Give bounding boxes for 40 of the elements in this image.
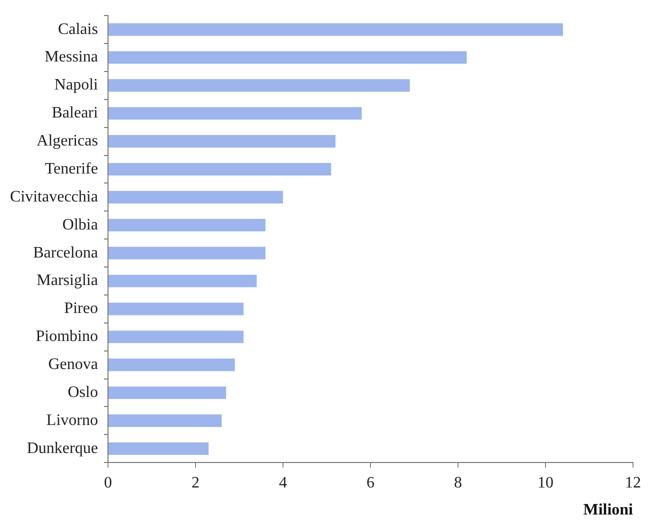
- bar: [108, 386, 226, 400]
- bar: [108, 79, 410, 92]
- y-tick-label: Genova: [48, 356, 98, 374]
- y-tick-label: Messina: [44, 48, 98, 66]
- bar: [108, 414, 222, 427]
- bar: [108, 330, 244, 344]
- bar: [108, 162, 332, 176]
- y-tick-label: Civitavecchia: [10, 188, 98, 206]
- x-tick-label: 10: [537, 474, 554, 492]
- bar: [108, 51, 467, 64]
- bar: [108, 302, 244, 316]
- y-tick-label: Barcelona: [33, 244, 98, 262]
- y-tick-label: Livorno: [46, 412, 98, 429]
- y-tick-label: Piombino: [36, 328, 98, 346]
- y-tick-label: Dunkerque: [26, 440, 98, 457]
- bar: [108, 135, 336, 148]
- x-tick-label: 2: [191, 474, 200, 492]
- x-tick-label: 4: [278, 474, 287, 492]
- y-tick-label: Olbia: [62, 216, 98, 234]
- y-tick-label: Calais: [58, 20, 98, 38]
- bar: [108, 358, 235, 372]
- bar: [108, 190, 283, 204]
- bar: [108, 274, 257, 288]
- x-tick-label: 8: [454, 474, 462, 492]
- y-tick-label: Oslo: [68, 384, 98, 401]
- bar: [108, 246, 266, 260]
- bar: [108, 23, 563, 36]
- x-tick-label: 6: [366, 474, 374, 492]
- y-tick-label: Baleari: [52, 104, 99, 122]
- y-tick-label: Pireo: [64, 300, 98, 318]
- y-tick-label: Algericas: [36, 132, 98, 150]
- x-tick-label: 0: [104, 474, 112, 492]
- y-tick-label: Napoli: [54, 76, 99, 94]
- bar: [108, 218, 266, 232]
- bar: [108, 107, 362, 120]
- y-tick-label: Tenerife: [44, 160, 98, 178]
- y-tick-label: Marsiglia: [36, 272, 98, 290]
- x-axis-title: Milioni: [583, 502, 634, 519]
- x-tick-label: 12: [625, 474, 641, 492]
- bar: [108, 442, 209, 455]
